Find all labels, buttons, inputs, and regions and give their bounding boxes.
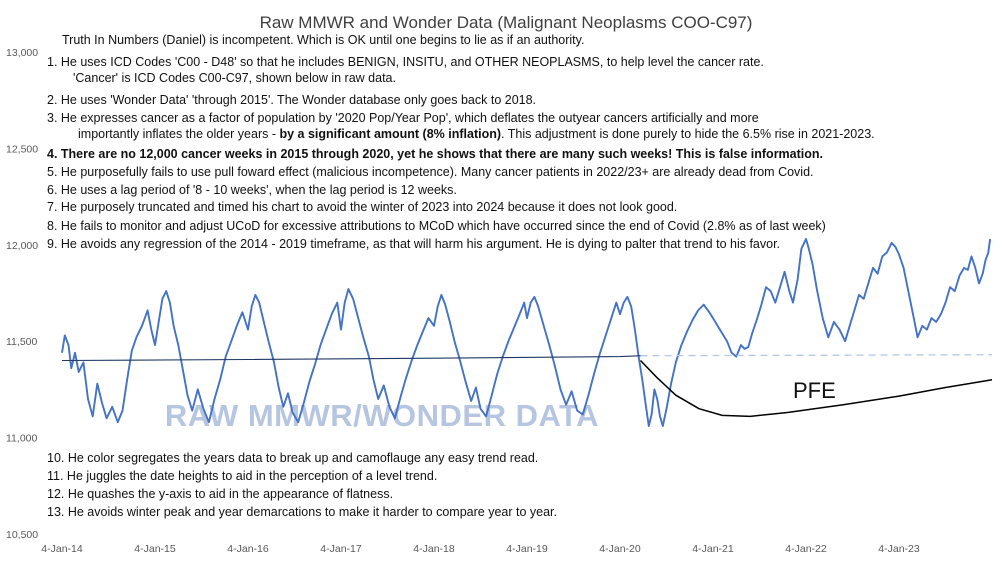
note-bold-text: by a significant amount (8% inflation) [276,127,501,141]
y-axis: 10,500 11,000 11,500 12,000 12,500 13,000 [6,47,38,541]
note-line: Truth In Numbers (Daniel) is incompetent… [62,33,584,47]
notes-top: Truth In Numbers (Daniel) is incompetent… [47,33,875,251]
note-text: 4. There are no 12,000 cancer weeks in 2… [47,147,823,161]
x-tick-label: 4-Jan-16 [227,543,269,555]
note-line: 5. He purposefully fails to use pull fow… [47,165,814,179]
series-line [639,359,993,418]
pfe-label: PFE [793,378,836,403]
x-axis: 4-Jan-14 4-Jan-15 4-Jan-16 4-Jan-17 4-Jan-18… [41,543,920,555]
x-tick-label: 4-Jan-23 [878,543,920,555]
note-text: 7. He purposely truncated and timed his … [47,200,677,214]
x-tick-label: 4-Jan-22 [785,543,827,555]
note-line: 10. He color segregates the years data t… [47,451,538,465]
note-line: 7. He purposely truncated and timed his … [47,200,677,214]
series-layer [61,238,993,427]
note-line: 'Cancer' is ICD Codes C00-C97, shown bel… [73,71,396,85]
y-tick-label: 11,000 [6,433,37,445]
note-line: 11. He juggles the date heights to aid i… [47,469,437,483]
x-tick-label: 4-Jan-17 [320,543,362,555]
note-line: 8. He fails to monitor and adjust UCoD f… [47,219,826,233]
note-line: 1. He uses ICD Codes 'C00 - D48' so that… [47,55,764,69]
y-tick-label: 13,000 [6,47,38,59]
note-line: 9. He avoids any regression of the 2014 … [47,237,780,251]
y-tick-label: 12,000 [6,240,38,252]
chart-title: Raw MMWR and Wonder Data (Malignant Neop… [260,13,753,32]
note-text: 9. He avoids any regression of the 2014 … [47,237,780,251]
note-line: 3. He expresses cancer as a factor of po… [47,111,759,125]
note-text: 3. He expresses cancer as a factor of po… [47,111,759,125]
note-line: importantly inflates the older years - b… [78,127,875,141]
note-text: importantly inflates the older years - [78,127,276,141]
x-tick-label: 4-Jan-20 [599,543,641,555]
x-tick-label: 4-Jan-14 [41,543,83,555]
note-text: Truth In Numbers (Daniel) is incompetent… [62,33,584,47]
series-line [640,354,993,357]
note-tail-text: . This adjustment is done purely to hide… [501,127,875,141]
note-line: 2. He uses 'Wonder Data' 'through 2015'.… [47,93,536,107]
series-line [61,355,641,362]
note-line: 4. There are no 12,000 cancer weeks in 2… [47,147,823,161]
note-text: 6. He uses a lag period of '8 - 10 weeks… [47,183,457,197]
x-tick-label: 4-Jan-18 [413,543,455,555]
note-text: 5. He purposefully fails to use pull fow… [47,165,814,179]
series-line [61,238,992,427]
x-tick-label: 4-Jan-19 [506,543,548,555]
note-text: 8. He fails to monitor and adjust UCoD f… [47,219,826,233]
notes-bottom: 10. He color segregates the years data t… [47,451,557,519]
y-tick-label: 10,500 [6,529,38,541]
note-line: 13. He avoids winter peak and year demar… [47,505,557,519]
note-text: 2. He uses 'Wonder Data' 'through 2015'.… [47,93,536,107]
y-tick-label: 11,500 [6,336,37,348]
note-text: 1. He uses ICD Codes 'C00 - D48' so that… [47,55,764,69]
x-tick-label: 4-Jan-15 [134,543,176,555]
note-text: 'Cancer' is ICD Codes C00-C97, shown bel… [73,71,396,85]
x-tick-label: 4-Jan-21 [692,543,734,555]
note-line: 6. He uses a lag period of '8 - 10 weeks… [47,183,457,197]
y-tick-label: 12,500 [6,143,38,155]
watermark: RAW MMWR/WONDER DATA [165,398,599,433]
note-line: 12. He quashes the y-axis to aid in the … [47,487,393,501]
